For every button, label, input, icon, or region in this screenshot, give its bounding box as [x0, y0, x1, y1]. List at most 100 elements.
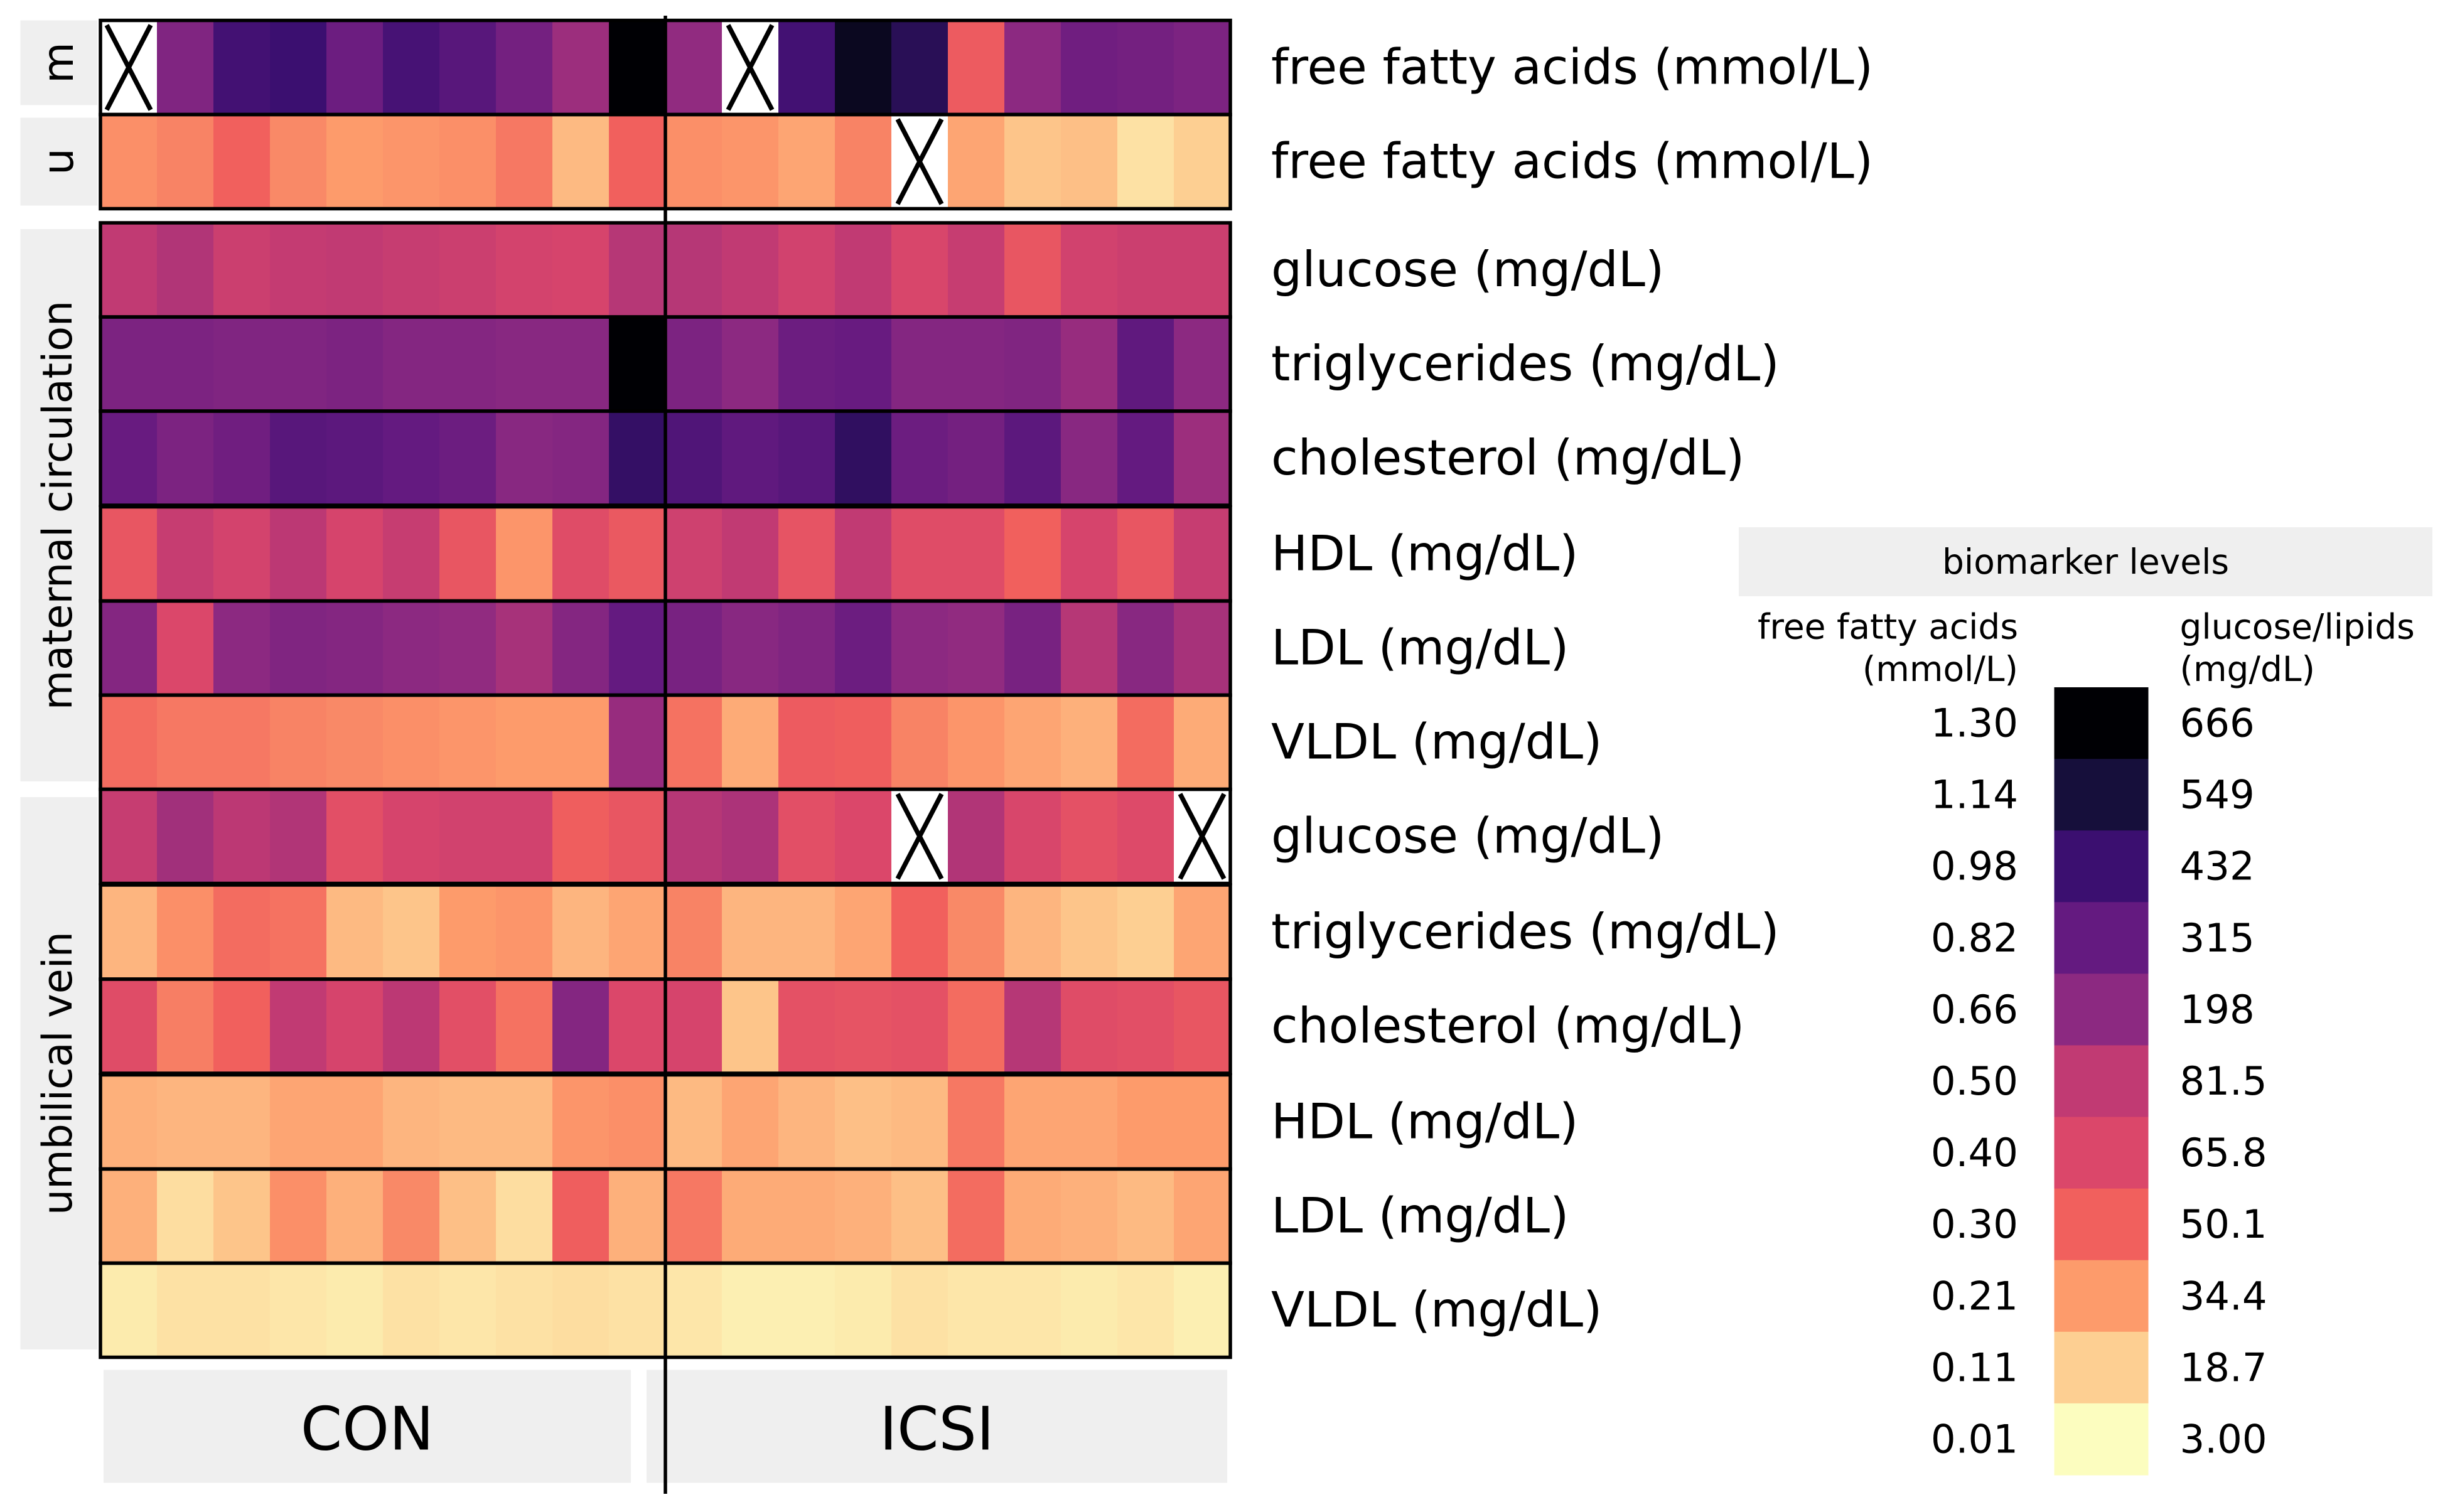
heatmap-cell [100, 114, 158, 209]
heatmap-cell [1004, 789, 1061, 884]
heatmap-cell [722, 411, 779, 505]
legend-ffa-value: 0.82 [1931, 915, 2018, 961]
heatmap-cell [496, 223, 553, 317]
heatmap-cell [100, 979, 158, 1073]
heatmap-cell [157, 885, 214, 979]
heatmap-cell [439, 223, 497, 317]
heatmap-cell [439, 411, 497, 505]
heatmap-cell [1004, 20, 1061, 115]
row-label: glucose (mg/dL) [1271, 808, 1664, 865]
heatmap-cell [835, 1263, 892, 1358]
heatmap-cell [496, 114, 553, 209]
block-label: maternal circulation [35, 301, 82, 710]
heatmap-cell [213, 114, 271, 209]
heatmap-cell [1174, 1169, 1231, 1263]
legend-right-header: (mg/dL) [2180, 649, 2316, 689]
heatmap-cell [1004, 317, 1061, 411]
heatmap-cell [326, 789, 384, 884]
heatmap-cell [552, 601, 610, 695]
heatmap-cell [100, 507, 158, 601]
heatmap-cell [552, 979, 610, 1073]
heatmap-cell [213, 979, 271, 1073]
heatmap-cell [439, 507, 497, 601]
legend-swatch [2054, 1260, 2149, 1332]
legend-lipid-value: 65.8 [2180, 1130, 2267, 1176]
heatmap-cell [383, 1169, 440, 1263]
block-strip-umbilical-vein [20, 797, 97, 1349]
heatmap-cell [948, 411, 1005, 505]
heatmap-cell [1004, 601, 1061, 695]
group-label-icsi: ICSI [879, 1395, 994, 1464]
heatmap-cell [665, 223, 723, 317]
heatmap-cell [213, 885, 271, 979]
heatmap-cell [383, 114, 440, 209]
heatmap-cell [383, 1075, 440, 1169]
heatmap-cell [1004, 979, 1061, 1073]
heatmap-cell [383, 695, 440, 790]
heatmap-cell [213, 1169, 271, 1263]
heatmap-cell [326, 1075, 384, 1169]
missing-mark [104, 24, 153, 111]
heatmap-cell [1061, 601, 1118, 695]
legend-ffa-value: 0.11 [1931, 1344, 2018, 1390]
heatmap-cell [778, 695, 835, 790]
heatmap-cell [213, 317, 271, 411]
heatmap-cell [891, 1075, 948, 1169]
heatmap-cell [948, 1263, 1005, 1358]
heatmap-cell [496, 317, 553, 411]
heatmap-cell [157, 223, 214, 317]
heatmap-cell [326, 885, 384, 979]
block-strip-m [20, 20, 97, 105]
heatmap-cell [1004, 1169, 1061, 1263]
heatmap-cell [609, 601, 666, 695]
legend-ffa-value: 0.40 [1931, 1130, 2018, 1176]
heatmap-cell [891, 1169, 948, 1263]
heatmap-cell [778, 411, 835, 505]
heatmap-cell [835, 885, 892, 979]
heatmap-cell [270, 1263, 327, 1358]
heatmap-cell [552, 114, 610, 209]
heatmap-cell [326, 114, 384, 209]
legend-swatch [2054, 902, 2149, 974]
heatmap-cell [722, 789, 779, 884]
heatmap-cell [835, 789, 892, 884]
heatmap-cell [213, 601, 271, 695]
heatmap-cell [270, 601, 327, 695]
heatmap-cell [722, 1263, 779, 1358]
legend-ffa-value: 0.21 [1931, 1273, 2018, 1319]
block-label: u [33, 148, 83, 175]
heatmap-cell [496, 507, 553, 601]
heatmap-cell [1061, 1169, 1118, 1263]
heatmap-cell [552, 223, 610, 317]
heatmap-cell [778, 1075, 835, 1169]
heatmap-cell [1061, 223, 1118, 317]
heatmap-cell [157, 695, 214, 790]
heatmap-cell [326, 1263, 384, 1358]
heatmap-cell [1004, 411, 1061, 505]
heatmap-cell [835, 695, 892, 790]
heatmap-cell [326, 979, 384, 1073]
heatmap-cell [1061, 789, 1118, 884]
heatmap-cell [948, 317, 1005, 411]
heatmap-cell [383, 20, 440, 115]
heatmap-cell [665, 507, 723, 601]
heatmap-cell [1061, 507, 1118, 601]
heatmap-cell [157, 1075, 214, 1169]
heatmap-cell [270, 114, 327, 209]
heatmap-cell [213, 1263, 271, 1358]
heatmap-cell [213, 1075, 271, 1169]
heatmap-cell [383, 885, 440, 979]
legend-lipid-value: 549 [2180, 772, 2255, 818]
heatmap-cell [439, 114, 497, 209]
heatmap-cell [891, 317, 948, 411]
heatmap-cell [100, 1075, 158, 1169]
heatmap-cell [326, 20, 384, 115]
heatmap-cell [609, 885, 666, 979]
heatmap-cell [496, 695, 553, 790]
heatmap-cell [1117, 695, 1174, 790]
heatmap-cell [948, 695, 1005, 790]
heatmap-cell [1174, 317, 1231, 411]
heatmap-cell [778, 601, 835, 695]
heatmap-cell [496, 601, 553, 695]
row-label: HDL (mg/dL) [1271, 526, 1578, 582]
